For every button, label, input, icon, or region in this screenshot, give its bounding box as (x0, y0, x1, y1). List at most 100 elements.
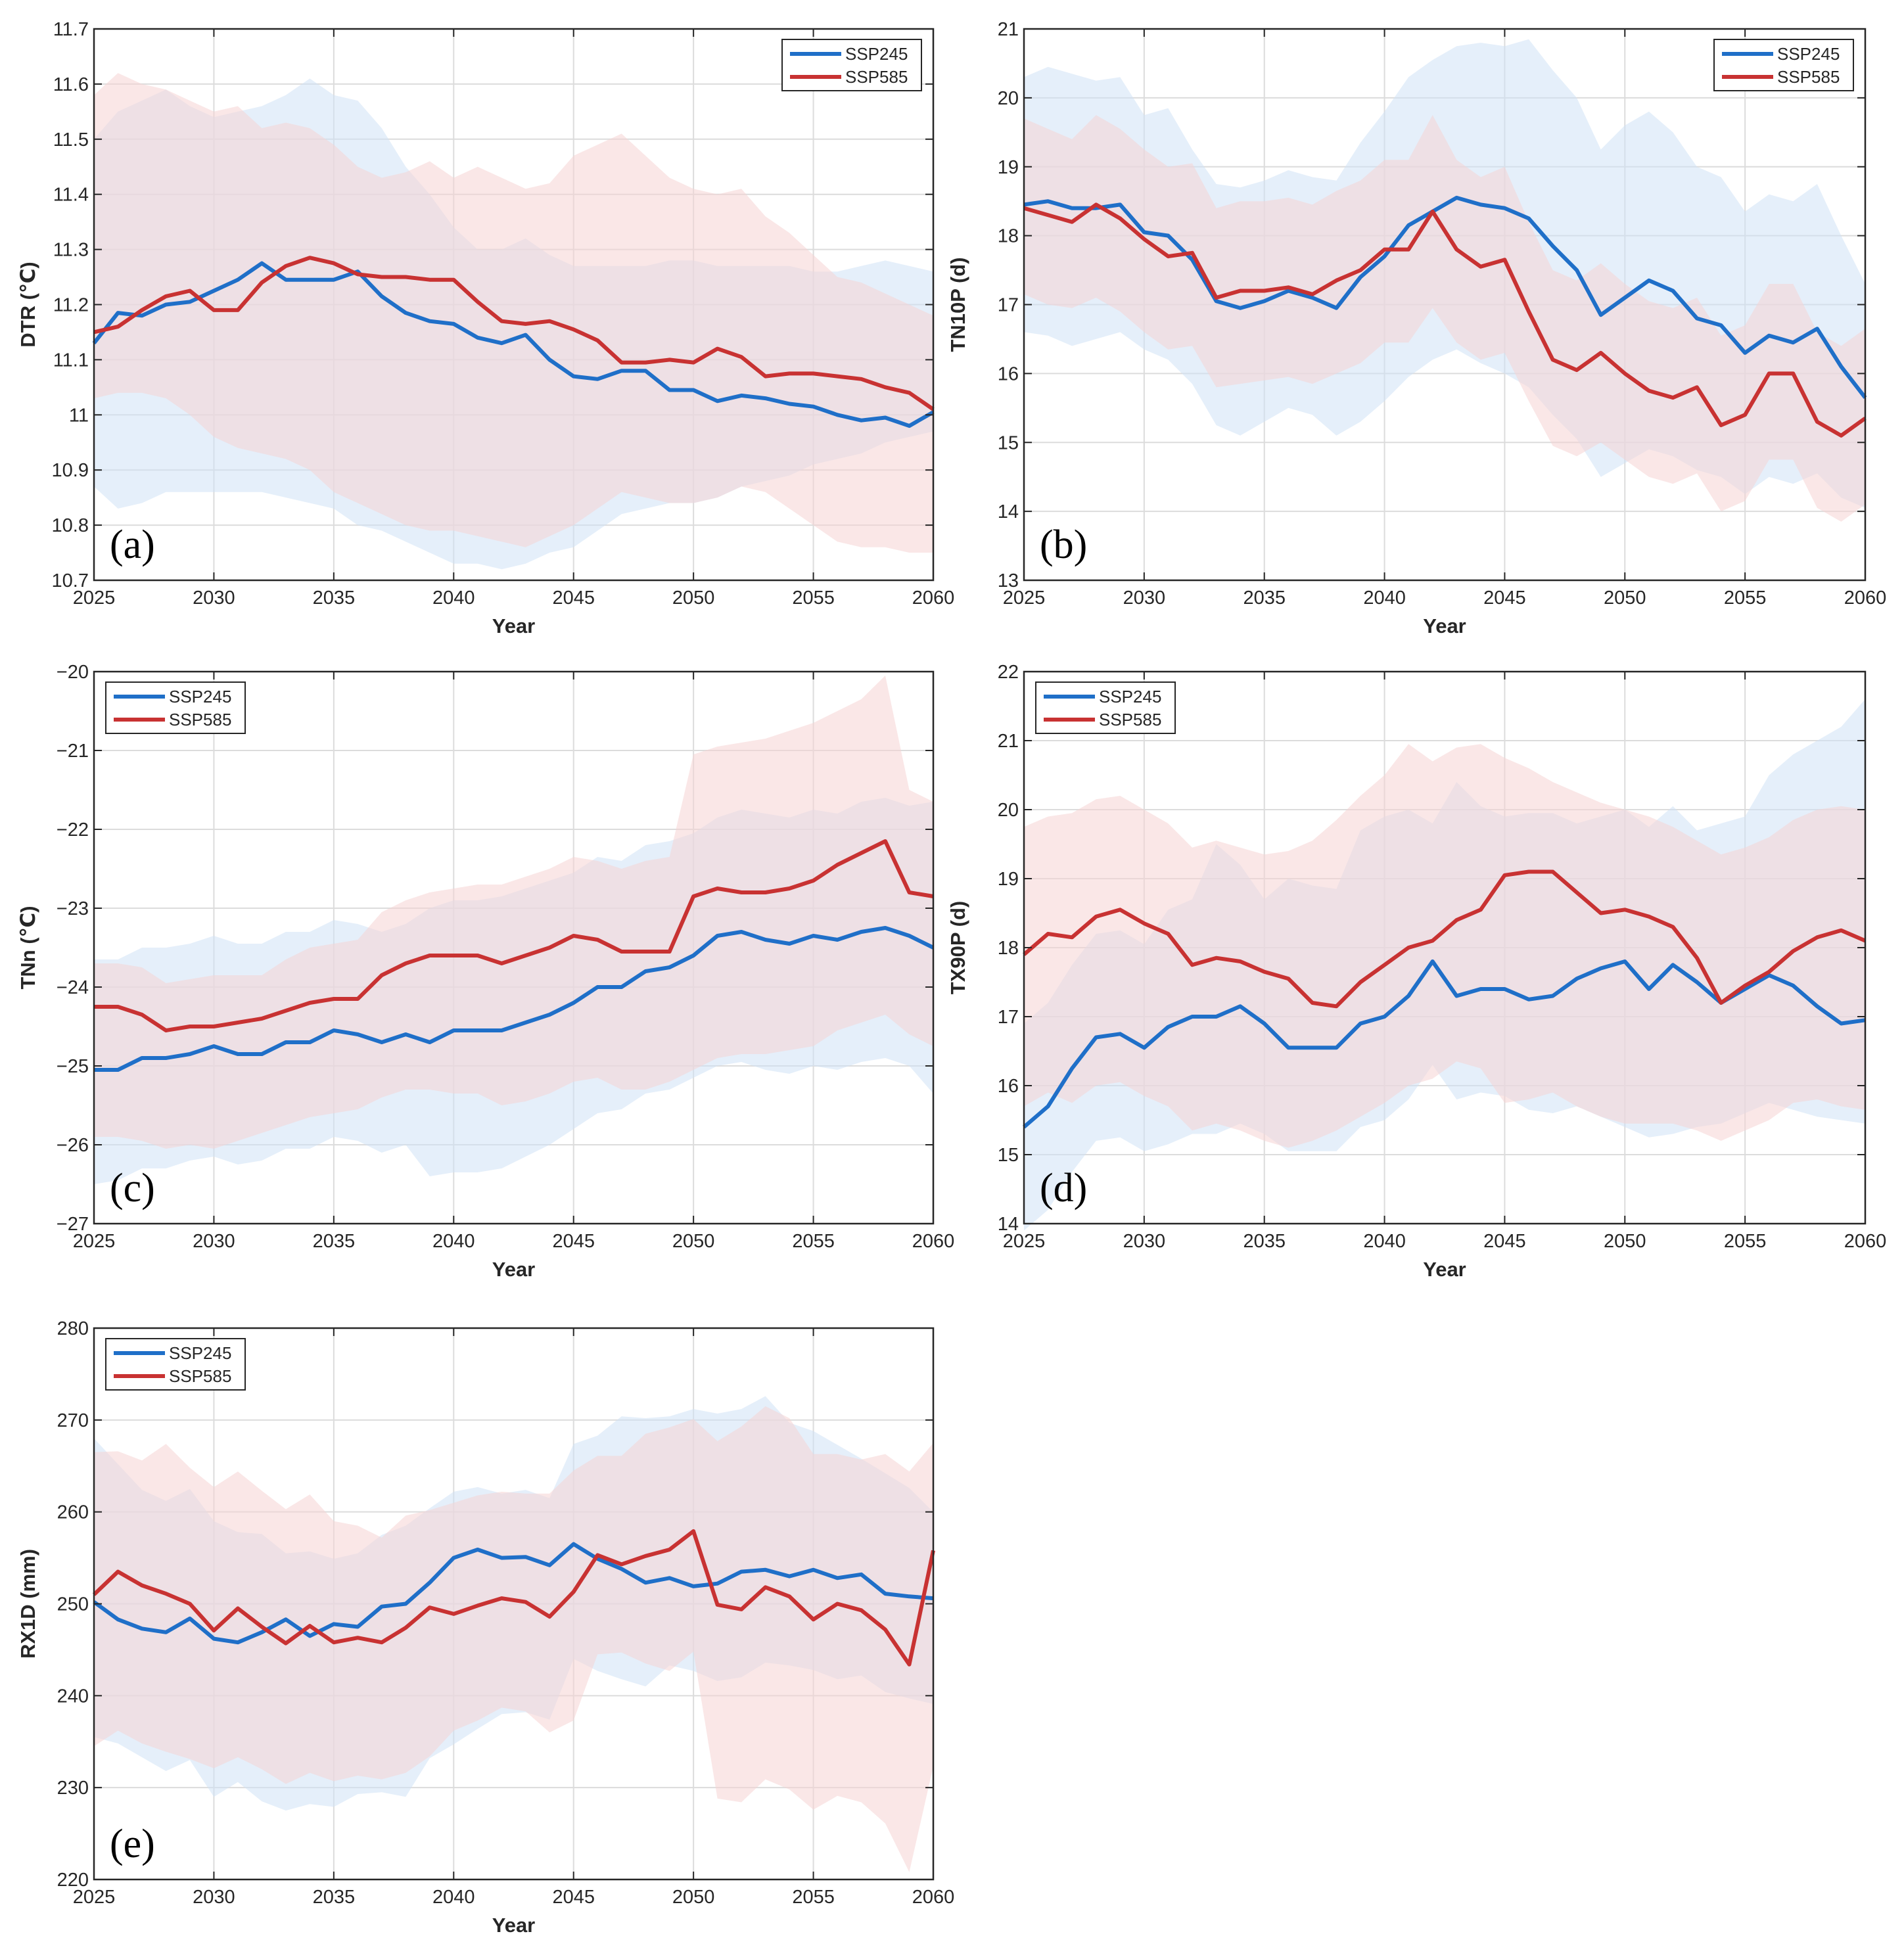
y-tick-label: 20 (998, 800, 1019, 821)
y-tick-label: −24 (57, 977, 89, 998)
series-line-ssp585 (94, 839, 934, 1032)
y-tick-label: 18 (998, 938, 1019, 959)
legend-label-ssp585: SSP585 (169, 1366, 231, 1386)
y-tick-label: 16 (998, 363, 1019, 384)
x-tick-label: 2055 (792, 588, 835, 609)
legend-label-ssp245: SSP245 (1777, 44, 1840, 64)
legend-label-ssp245: SSP245 (1099, 687, 1161, 706)
x-tick-label: 2055 (792, 1231, 835, 1252)
chart-panel-e: 2025 2030 2035 2040 2045 2050 2055 2060 220 230 24… (16, 1318, 954, 1937)
x-tick-label: 2030 (193, 588, 235, 609)
legend: SSP245 SSP585 (1035, 681, 1176, 734)
chart-panel-c: 2025 2030 2035 2040 2045 2050 2055 2060 −27 −26 −2… (16, 662, 954, 1281)
x-tick-label: 2030 (1123, 1231, 1166, 1252)
x-tick-label: 2025 (73, 588, 116, 609)
x-tick-label: 2055 (792, 1887, 835, 1908)
y-tick-label: 21 (998, 731, 1019, 752)
y-tick-label: 10.8 (52, 515, 89, 536)
legend: SSP245 SSP585 (105, 1338, 246, 1391)
x-tick-label: 2045 (1483, 588, 1526, 609)
chart-panel-d: 2025 2030 2035 2040 2045 2050 2055 2060 14 15 16 17… (946, 662, 1886, 1281)
x-tick-label: 2035 (313, 1231, 356, 1252)
x-tick-label: 2030 (193, 1887, 235, 1908)
y-tick-label: 11.2 (53, 295, 89, 316)
axes-frame (93, 670, 935, 1225)
y-tick-label: 11.1 (53, 350, 89, 371)
x-tick-label: 2025 (1003, 1231, 1046, 1252)
uncertainty-band-ssp585 (94, 73, 933, 553)
y-tick-label: 22 (998, 662, 1019, 683)
series-line-ssp585 (92, 1529, 935, 1667)
y-tick-label: −20 (57, 662, 89, 683)
y-tick-label: 14 (998, 1214, 1019, 1235)
x-tick-label: 2045 (552, 1231, 595, 1252)
uncertainty-band-ssp585 (1024, 744, 1865, 1148)
y-tick-label: 270 (57, 1410, 89, 1431)
legend: SSP245 SSP585 (781, 39, 922, 91)
y-tick-label: 19 (998, 869, 1019, 890)
x-tick-label: 2055 (1724, 588, 1767, 609)
x-tick-label: 2035 (313, 588, 356, 609)
y-tick-label: 16 (998, 1076, 1019, 1097)
uncertainty-band-ssp585 (94, 676, 933, 1149)
series-line-ssp585 (1023, 869, 1867, 1009)
legend-box (1713, 39, 1854, 91)
x-tick-label: 2030 (193, 1231, 235, 1252)
x-tick-label: 2035 (1243, 588, 1286, 609)
series-line-ssp245 (1023, 195, 1867, 399)
series-line-ssp245 (94, 926, 935, 1072)
legend-label-ssp245: SSP245 (169, 687, 231, 706)
y-tick-label: 280 (57, 1318, 89, 1339)
y-tick-label: 10.7 (52, 570, 89, 591)
legend-label-ssp585: SSP585 (1099, 710, 1161, 729)
x-tick-label: 2060 (912, 1231, 955, 1252)
x-axis-title: Year (1423, 1258, 1466, 1281)
y-axis-title: RX1D (mm) (16, 1549, 39, 1659)
series-line-ssp245 (92, 261, 935, 428)
y-tick-label: 11 (69, 405, 89, 426)
x-tick-label: 2060 (912, 588, 955, 609)
legend-box (105, 681, 246, 734)
y-tick-label: 230 (57, 1778, 89, 1799)
x-tick-label: 2050 (1604, 588, 1646, 609)
x-tick-label: 2040 (1363, 588, 1406, 609)
x-tick-label: 2035 (1243, 1231, 1286, 1252)
y-tick-label: 260 (57, 1502, 89, 1523)
y-axis-title: TN10P (d) (946, 257, 969, 352)
x-axis-title: Year (492, 614, 536, 637)
panel-label: (c) (110, 1166, 155, 1210)
y-tick-label: −23 (57, 898, 89, 919)
x-tick-label: 2025 (73, 1231, 116, 1252)
legend-label-ssp245: SSP245 (169, 1343, 231, 1363)
panel-label: (e) (110, 1822, 155, 1866)
legend: SSP245 SSP585 (105, 681, 246, 734)
y-tick-label: 17 (998, 295, 1019, 316)
series-line-ssp245 (93, 1542, 934, 1645)
x-tick-label: 2045 (552, 1887, 595, 1908)
legend-label-ssp245: SSP245 (845, 44, 908, 64)
legend-label-ssp585: SSP585 (1777, 67, 1840, 87)
x-axis-title: Year (1423, 614, 1466, 637)
y-tick-label: 11.5 (53, 129, 89, 150)
legend-box (105, 1338, 246, 1391)
y-tick-label: 18 (998, 226, 1019, 247)
x-tick-label: 2040 (432, 1887, 475, 1908)
y-tick-label: 20 (998, 88, 1019, 109)
y-tick-label: 11.3 (53, 240, 89, 261)
x-tick-label: 2025 (1003, 588, 1046, 609)
x-tick-label: 2040 (432, 1231, 475, 1252)
x-axis-title: Year (492, 1258, 536, 1281)
y-tick-label: 11.6 (53, 74, 89, 95)
x-tick-label: 2060 (1844, 588, 1887, 609)
y-tick-label: −25 (57, 1056, 89, 1077)
y-tick-label: −27 (57, 1214, 89, 1235)
y-tick-label: 15 (998, 1145, 1019, 1166)
y-tick-label: 220 (57, 1870, 89, 1891)
panel-label: (b) (1040, 522, 1087, 567)
legend-label-ssp585: SSP585 (845, 67, 908, 87)
legend-box (781, 39, 922, 91)
x-axis-title: Year (492, 1914, 536, 1937)
x-tick-label: 2040 (432, 588, 475, 609)
x-tick-label: 2035 (313, 1887, 356, 1908)
